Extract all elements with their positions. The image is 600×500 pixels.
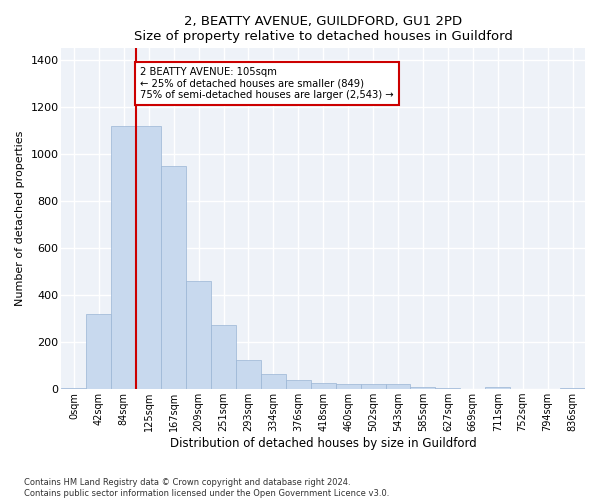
Bar bbox=[186, 281, 211, 389]
Bar bbox=[311, 384, 335, 389]
X-axis label: Distribution of detached houses by size in Guildford: Distribution of detached houses by size … bbox=[170, 437, 476, 450]
Bar bbox=[436, 388, 460, 389]
Bar bbox=[410, 387, 436, 389]
Title: 2, BEATTY AVENUE, GUILDFORD, GU1 2PD
Size of property relative to detached house: 2, BEATTY AVENUE, GUILDFORD, GU1 2PD Siz… bbox=[134, 15, 512, 43]
Bar bbox=[361, 384, 386, 389]
Bar bbox=[386, 384, 410, 389]
Text: Contains HM Land Registry data © Crown copyright and database right 2024.
Contai: Contains HM Land Registry data © Crown c… bbox=[24, 478, 389, 498]
Bar bbox=[236, 360, 261, 389]
Bar bbox=[485, 387, 510, 389]
Bar bbox=[335, 384, 361, 389]
Bar bbox=[211, 324, 236, 389]
Bar bbox=[136, 126, 161, 389]
Bar bbox=[61, 388, 86, 389]
Bar bbox=[560, 388, 585, 389]
Bar bbox=[286, 380, 311, 389]
Y-axis label: Number of detached properties: Number of detached properties bbox=[15, 131, 25, 306]
Text: 2 BEATTY AVENUE: 105sqm
← 25% of detached houses are smaller (849)
75% of semi-d: 2 BEATTY AVENUE: 105sqm ← 25% of detache… bbox=[140, 67, 394, 100]
Bar bbox=[261, 374, 286, 389]
Bar bbox=[161, 166, 186, 389]
Bar bbox=[112, 126, 136, 389]
Bar bbox=[86, 314, 112, 389]
